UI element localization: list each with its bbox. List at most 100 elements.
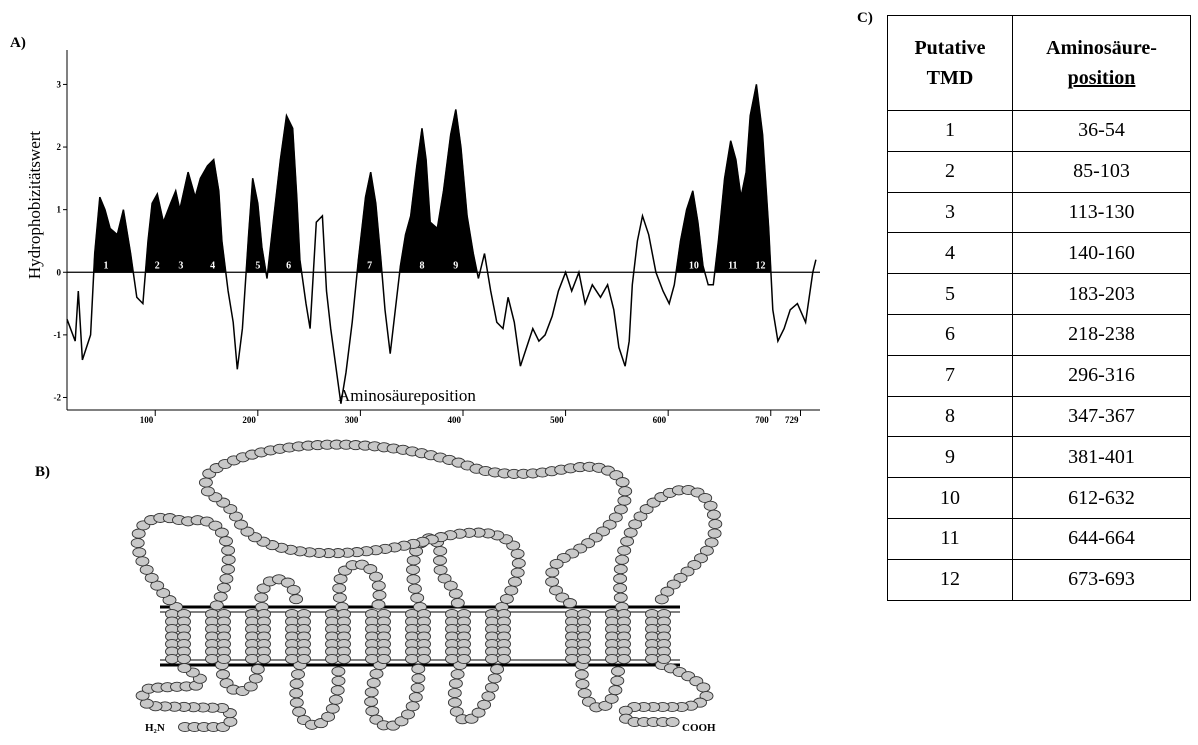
residue [326, 654, 339, 663]
tmd-label: 6 [286, 260, 291, 271]
residue [206, 654, 219, 663]
residue [329, 695, 342, 704]
residue [546, 577, 559, 586]
residue [290, 679, 303, 688]
residue [618, 546, 631, 555]
residue [411, 593, 424, 602]
residue [166, 654, 179, 663]
table-cell: 347-367 [1013, 396, 1191, 437]
residue [217, 583, 230, 592]
residue [451, 598, 464, 607]
residue [217, 670, 230, 679]
residue [605, 694, 618, 703]
residue [612, 667, 625, 676]
residue [332, 676, 345, 685]
residue [199, 478, 212, 487]
table-cell: 9 [888, 437, 1013, 478]
table-row: 6218-238 [888, 314, 1191, 355]
residue [485, 683, 498, 692]
residue [614, 565, 627, 574]
residue [511, 568, 524, 577]
residue [550, 559, 563, 568]
residue [290, 689, 303, 698]
table-cell: 2 [888, 151, 1013, 192]
tmd-label: 9 [453, 260, 458, 271]
residue [564, 599, 577, 608]
x-tick-label: 300 [345, 415, 359, 425]
residue [511, 549, 524, 558]
table-cell: 85-103 [1013, 151, 1191, 192]
residue [246, 654, 259, 663]
tmd-area [715, 84, 771, 272]
residue [478, 700, 491, 709]
chain-guide [138, 518, 229, 607]
table-cell: 183-203 [1013, 274, 1191, 315]
residue [332, 667, 345, 676]
tmd-label: 7 [367, 260, 372, 271]
x-tick-label: 729 [785, 415, 799, 425]
residue [366, 654, 379, 663]
residue [609, 686, 622, 695]
residue [220, 574, 233, 583]
y-tick-label: 1 [57, 205, 62, 215]
table-row: 3113-130 [888, 192, 1191, 233]
residue [578, 689, 591, 698]
residue [488, 674, 501, 683]
residue [178, 654, 191, 663]
residue [606, 654, 619, 663]
x-tick-label: 100 [140, 415, 154, 425]
x-tick-label: 400 [447, 415, 461, 425]
residue [224, 717, 237, 726]
residue [576, 679, 589, 688]
residue [326, 704, 339, 713]
residue [704, 501, 717, 510]
table-cell: 673-693 [1013, 559, 1191, 600]
residue [616, 555, 629, 564]
residue [646, 654, 659, 663]
topology-diagram: H₂NCOOH [131, 440, 722, 734]
residue [486, 654, 499, 663]
residue [201, 487, 214, 496]
tmd-label: 12 [755, 260, 765, 271]
table-cell: 36-54 [1013, 111, 1191, 152]
residue [658, 654, 671, 663]
residue [222, 546, 235, 555]
residue [286, 654, 299, 663]
x-tick-label: 700 [755, 415, 769, 425]
residue [411, 683, 424, 692]
residue [136, 557, 149, 566]
residue [655, 595, 668, 604]
residue [505, 586, 518, 595]
residue [482, 692, 495, 701]
tmd-label: 5 [255, 260, 260, 271]
residue [367, 678, 380, 687]
residue [214, 592, 227, 601]
table-cell: 381-401 [1013, 437, 1191, 478]
tmd-label: 1 [103, 260, 108, 271]
residue [566, 654, 579, 663]
table-row: 12673-693 [888, 559, 1191, 600]
table-cell: 8 [888, 396, 1013, 437]
header-text: position [1068, 67, 1136, 89]
residue [178, 663, 191, 672]
residue [222, 555, 235, 564]
residue [618, 654, 631, 663]
residue [458, 654, 471, 663]
table-cell: 10 [888, 478, 1013, 519]
tmd-label: 8 [419, 260, 424, 271]
chain-guide [624, 665, 707, 722]
table-cell: 296-316 [1013, 355, 1191, 396]
residue [448, 698, 461, 707]
residue [491, 665, 504, 674]
residue [509, 577, 522, 586]
residue [222, 565, 235, 574]
residue [449, 589, 462, 598]
residue [365, 697, 378, 706]
table-cell: 140-160 [1013, 233, 1191, 274]
residue [434, 556, 447, 565]
residue [370, 572, 383, 581]
residue [378, 654, 391, 663]
residue [290, 595, 303, 604]
